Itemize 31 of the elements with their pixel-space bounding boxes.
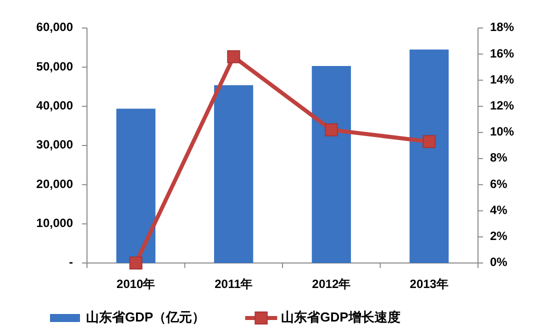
y2-tick-label: 12% [490,98,514,113]
y2-tick-label: 16% [490,46,514,60]
x-tick-label: 2012年 [312,277,351,292]
y-tick-label: 30,000 [36,138,74,152]
x-tick-label: 2010年 [116,277,156,292]
point [227,50,240,64]
bar [312,66,351,263]
y-tick-label: 40,000 [36,98,74,113]
point [324,123,338,136]
bar [116,108,156,263]
bar [410,50,449,263]
y-tick-label: 20,000 [36,176,74,191]
y-tick-label: 10,000 [36,216,74,230]
point [129,256,142,270]
y2-tick-label: 8% [490,150,508,165]
legend-label: 山东省GDP增长速度 [281,309,400,324]
y-tick-label: - [69,255,73,270]
x-tick-label: 2011年 [214,277,253,292]
y2-tick-label: 6% [490,176,508,191]
legend-label: 山东省GDP（亿元） [86,309,206,324]
y-tick-label: 60,000 [36,20,74,34]
y2-tick-label: 0% [490,255,508,270]
y2-tick-label: 4% [490,202,508,217]
y2-tick-label: 2% [490,229,508,244]
y2-tick-label: 10% [490,124,514,139]
bar [214,85,254,263]
y2-tick-label: 14% [490,72,514,86]
point [422,135,436,148]
y-tick-label: 50,000 [36,59,74,74]
y2-tick-label: 18% [490,20,514,34]
x-tick-label: 2013年 [410,277,448,292]
